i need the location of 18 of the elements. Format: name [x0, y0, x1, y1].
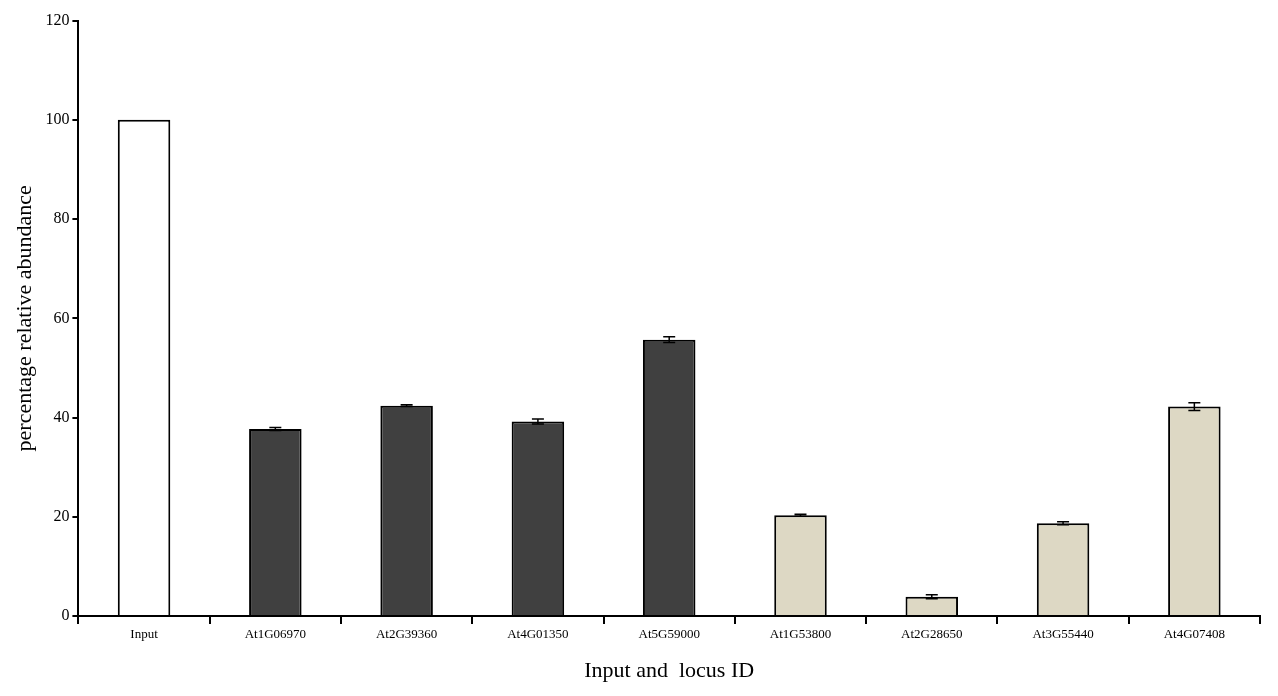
y-tick-label: 40: [53, 407, 70, 425]
y-axis-title: percentage relative abundance: [10, 185, 36, 452]
y-tick-label: 20: [53, 506, 70, 524]
y-tick-label: 60: [53, 308, 70, 326]
x-tick-label: Input: [130, 626, 159, 642]
x-tick-label: At3G55440: [1032, 626, 1094, 642]
x-tick-label: At1G06970: [244, 626, 307, 642]
x-tick-label: At1G53800: [769, 626, 832, 642]
y-tick-label: 80: [53, 209, 70, 227]
x-tick-label: At4G07408: [1163, 626, 1226, 642]
x-tick-label: At2G39360: [375, 626, 438, 642]
x-tick-label: At4G01350: [507, 626, 569, 642]
y-tick-label: 120: [45, 10, 70, 28]
y-tick-label: 100: [45, 110, 70, 128]
x-axis-title: Input and locus ID: [584, 656, 755, 682]
x-tick-label: At5G59000: [638, 626, 700, 642]
y-tick-label: 0: [61, 606, 70, 624]
x-tick-label: At2G28650: [901, 626, 963, 642]
